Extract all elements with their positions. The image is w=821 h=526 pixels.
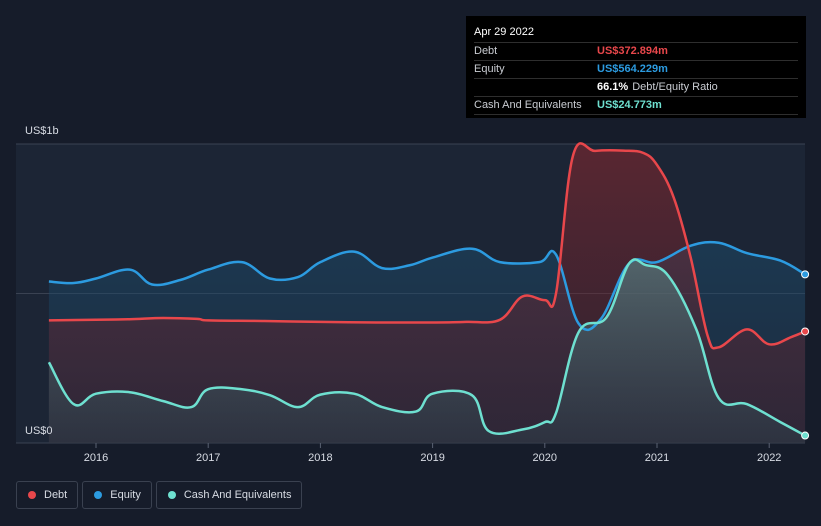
x-tick-label: 2022 bbox=[757, 452, 781, 464]
y-axis-top-label: US$1b bbox=[25, 125, 59, 137]
end-marker-cash-and-equivalents bbox=[801, 431, 810, 440]
tooltip-date: Apr 29 2022 bbox=[474, 26, 534, 38]
x-tick-label: 2017 bbox=[196, 452, 220, 464]
tooltip-row-debt: Debt US$372.894m bbox=[474, 42, 798, 60]
chart-legend: Debt Equity Cash And Equivalents bbox=[16, 481, 303, 511]
tooltip-row-equity: Equity US$564.229m bbox=[474, 60, 798, 78]
tooltip-panel: Apr 29 2022 Debt US$372.894m Equity US$5… bbox=[466, 16, 806, 118]
tooltip-ratio-value: 66.1% bbox=[597, 81, 629, 93]
tooltip-cash-label: Cash And Equivalents bbox=[474, 99, 582, 111]
legend-item-cash[interactable]: Cash And Equivalents bbox=[155, 481, 303, 509]
tooltip-cash-value: US$24.773m bbox=[597, 99, 662, 111]
line-debt bbox=[48, 142, 806, 350]
tooltip-row-cash: Cash And Equivalents US$24.773m bbox=[474, 96, 798, 115]
end-marker-equity bbox=[801, 270, 810, 279]
legend-label-cash: Cash And Equivalents bbox=[183, 489, 292, 501]
x-tick-label: 2018 bbox=[308, 452, 332, 464]
x-tick-label: 2016 bbox=[84, 452, 108, 464]
line-equity bbox=[48, 240, 806, 332]
tooltip-equity-value: US$564.229m bbox=[597, 63, 668, 75]
legend-dot-equity bbox=[94, 491, 103, 499]
tooltip-ratio-suffix: Debt/Equity Ratio bbox=[632, 81, 718, 93]
tooltip-equity-label: Equity bbox=[474, 63, 505, 75]
x-tick-label: 2021 bbox=[645, 452, 669, 464]
tooltip-ratio-label bbox=[474, 79, 597, 96]
area-cash-and-equivalents bbox=[48, 259, 806, 443]
x-tick-label: 2020 bbox=[533, 452, 557, 464]
legend-item-debt[interactable]: Debt bbox=[16, 481, 79, 509]
legend-dot-cash bbox=[167, 491, 176, 499]
y-axis-bottom-label: US$0 bbox=[25, 425, 53, 437]
legend-label-equity: Equity bbox=[110, 489, 141, 501]
legend-item-equity[interactable]: Equity bbox=[82, 481, 152, 509]
legend-label-debt: Debt bbox=[44, 489, 68, 501]
end-marker-debt bbox=[801, 327, 810, 336]
tooltip-debt-label: Debt bbox=[474, 45, 498, 57]
line-cash-and-equivalents bbox=[47, 258, 806, 437]
legend-dot-debt bbox=[28, 491, 36, 499]
tooltip-debt-value: US$372.894m bbox=[597, 45, 668, 57]
x-tick-label: 2019 bbox=[420, 452, 444, 464]
tooltip-row-ratio: 66.1% Debt/Equity Ratio bbox=[474, 78, 798, 96]
